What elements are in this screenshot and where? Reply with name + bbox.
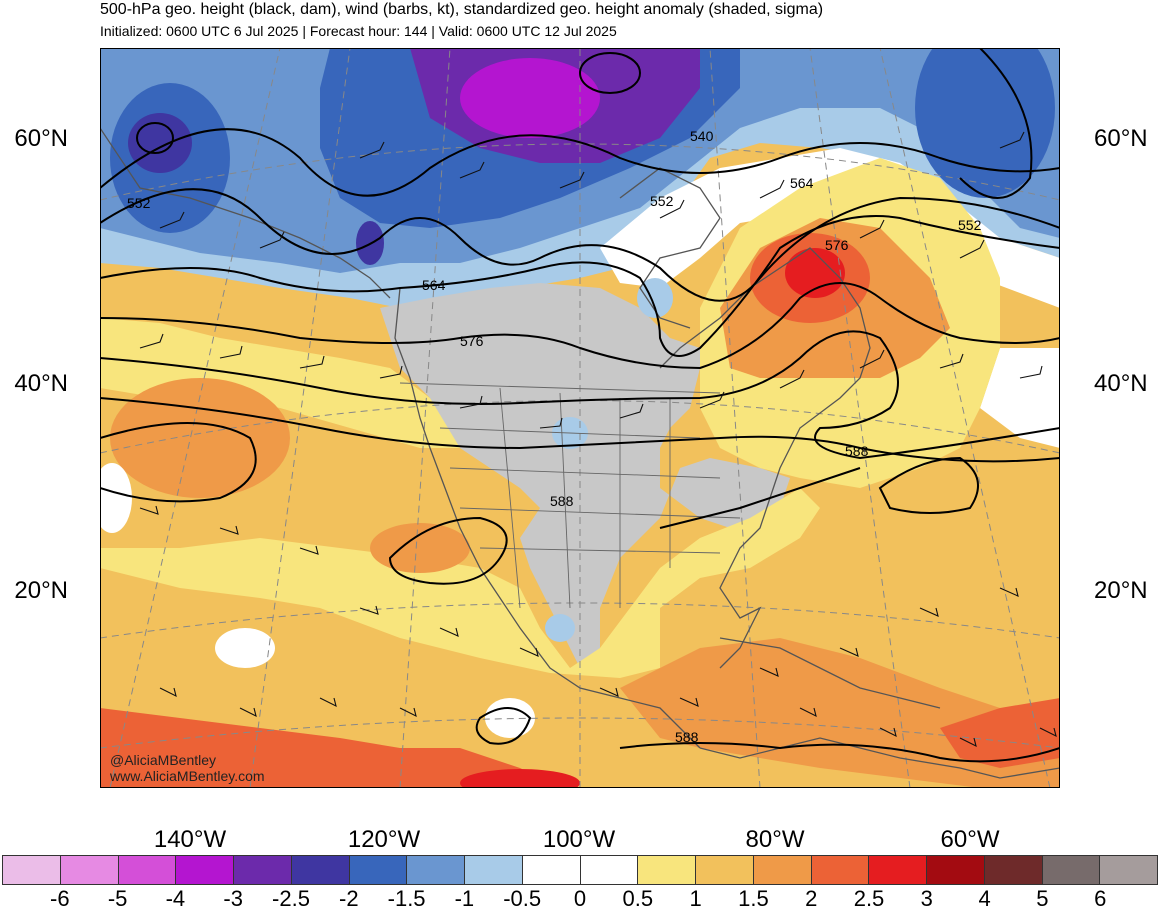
contour-label: 588 [845,443,869,459]
colorbar-label: 1 [689,886,702,911]
colorbar-label: -5 [107,886,128,911]
lat-label-40n-left: 40°N [14,370,68,397]
colorbar-label: 6 [1094,886,1107,911]
contour-label: 588 [550,493,574,509]
shade-neutral-greenland [600,148,1060,308]
colorbar-label: 2 [805,886,818,911]
coastlines [100,127,1060,779]
shade-plus2p5-core [785,248,845,298]
colorbar-swatch [349,856,408,884]
chart-title: 500-hPa geo. height (black, dam), wind (… [100,1,824,18]
contour-label: 564 [422,277,446,293]
lon-label-100w: 100°W [542,826,616,853]
shade-plus2p5-south [460,769,580,788]
colorbar-label: 5 [1036,886,1049,911]
contour-labels: 540 552 552 564 552 576 564 576 588 588 … [127,128,982,745]
colorbar-swatch [176,856,234,884]
shade-plus2-south [100,708,560,788]
colorbar-label: -0.5 [503,886,542,911]
colorbar-label: -1 [454,886,475,911]
colorbar-labels: -6 -5 -4 -3 -2.5 -2 -1.5 -1 -0.5 0 0.5 1 1.5 2 2.5 3 4 5 6 [2,886,1158,912]
shade-minus2-low [128,113,192,173]
lon-label-60w: 60°W [940,826,1000,853]
contour-label: 588 [675,729,699,745]
colorbar-swatch [696,856,754,884]
colorbar-swatch [60,856,119,884]
colorbar-label: 4 [978,886,991,911]
lon-label-140w: 140°W [153,826,227,853]
colorbar-label: -3 [223,886,243,911]
contour-label: 540 [690,128,714,144]
contour-label: 552 [958,217,982,233]
shade-plus1p5-pacific [110,378,290,498]
colorbar-swatch [234,856,292,884]
height-contours [100,48,1060,763]
colorbar [2,855,1158,885]
colorbar-label: 1.5 [738,886,769,911]
colorbar-swatch [638,856,696,884]
lon-label-120w: 120°W [347,826,421,853]
colorbar-swatch [291,856,350,884]
colorbar-label: -4 [165,886,186,911]
colorbar-swatch [869,856,927,884]
colorbar-label: -2.5 [272,886,310,911]
map-frame [100,48,1060,788]
colorbar-swatch [3,856,61,884]
political-borders [399,382,741,609]
lat-label-60n-right: 60°N [1094,125,1148,152]
colorbar-swatch [118,856,177,884]
colorbar-swatch [927,856,985,884]
colorbar-swatch [580,856,639,884]
shade-cool-texas [545,614,575,642]
contour-label: 576 [825,237,849,253]
shade-plus1p5-caribbean [620,638,1060,788]
chart-subtitle: Initialized: 0600 UTC 6 Jul 2025 | Forec… [100,23,617,39]
credit-site: www.AliciaMBentley.com [110,768,265,784]
credit-handle: @AliciaMBentley [110,752,217,768]
lat-label-60n-left: 60°N [14,125,68,152]
lon-label-80w: 80°W [745,826,805,853]
colorbar-label: -2 [339,886,359,911]
weather-map: 540 552 552 564 552 576 564 576 588 588 … [100,48,1060,788]
colorbar-swatch [1100,856,1157,884]
colorbar-swatch [407,856,465,884]
colorbar-label: 3 [920,886,933,911]
colorbar-swatch [522,856,581,884]
colorbar-swatch [1042,856,1101,884]
shade-plus2-atlantic [940,698,1060,768]
colorbar-swatch [753,856,812,884]
contour-label: 564 [790,175,814,191]
contour-label: 552 [127,195,151,211]
colorbar-label: 0.5 [622,886,654,911]
colorbar-swatch [465,856,523,884]
contour-label: 576 [460,333,484,349]
shade-plus1-west [100,318,460,448]
wind-barbs [139,131,1057,748]
lat-label-40n-right: 40°N [1094,370,1148,397]
lat-label-20n-right: 20°N [1094,577,1148,604]
shade-neutral-pacific-s [485,698,535,738]
colorbar-label: 2.5 [853,886,885,911]
shade-neutral-pacific-w [100,463,132,533]
colorbar-swatch [811,856,870,884]
shade-plus1p5-mexico [370,523,470,573]
colorbar-label: 0 [573,886,587,911]
colorbar-swatch [984,856,1043,884]
colorbar-label: -1.5 [387,886,426,911]
colorbar-label: -6 [50,886,70,911]
contour-label: 552 [650,193,674,209]
shade-neutral-pacific [215,628,275,668]
lat-label-20n-left: 20°N [14,577,68,604]
shade-minus3-core [460,58,600,138]
